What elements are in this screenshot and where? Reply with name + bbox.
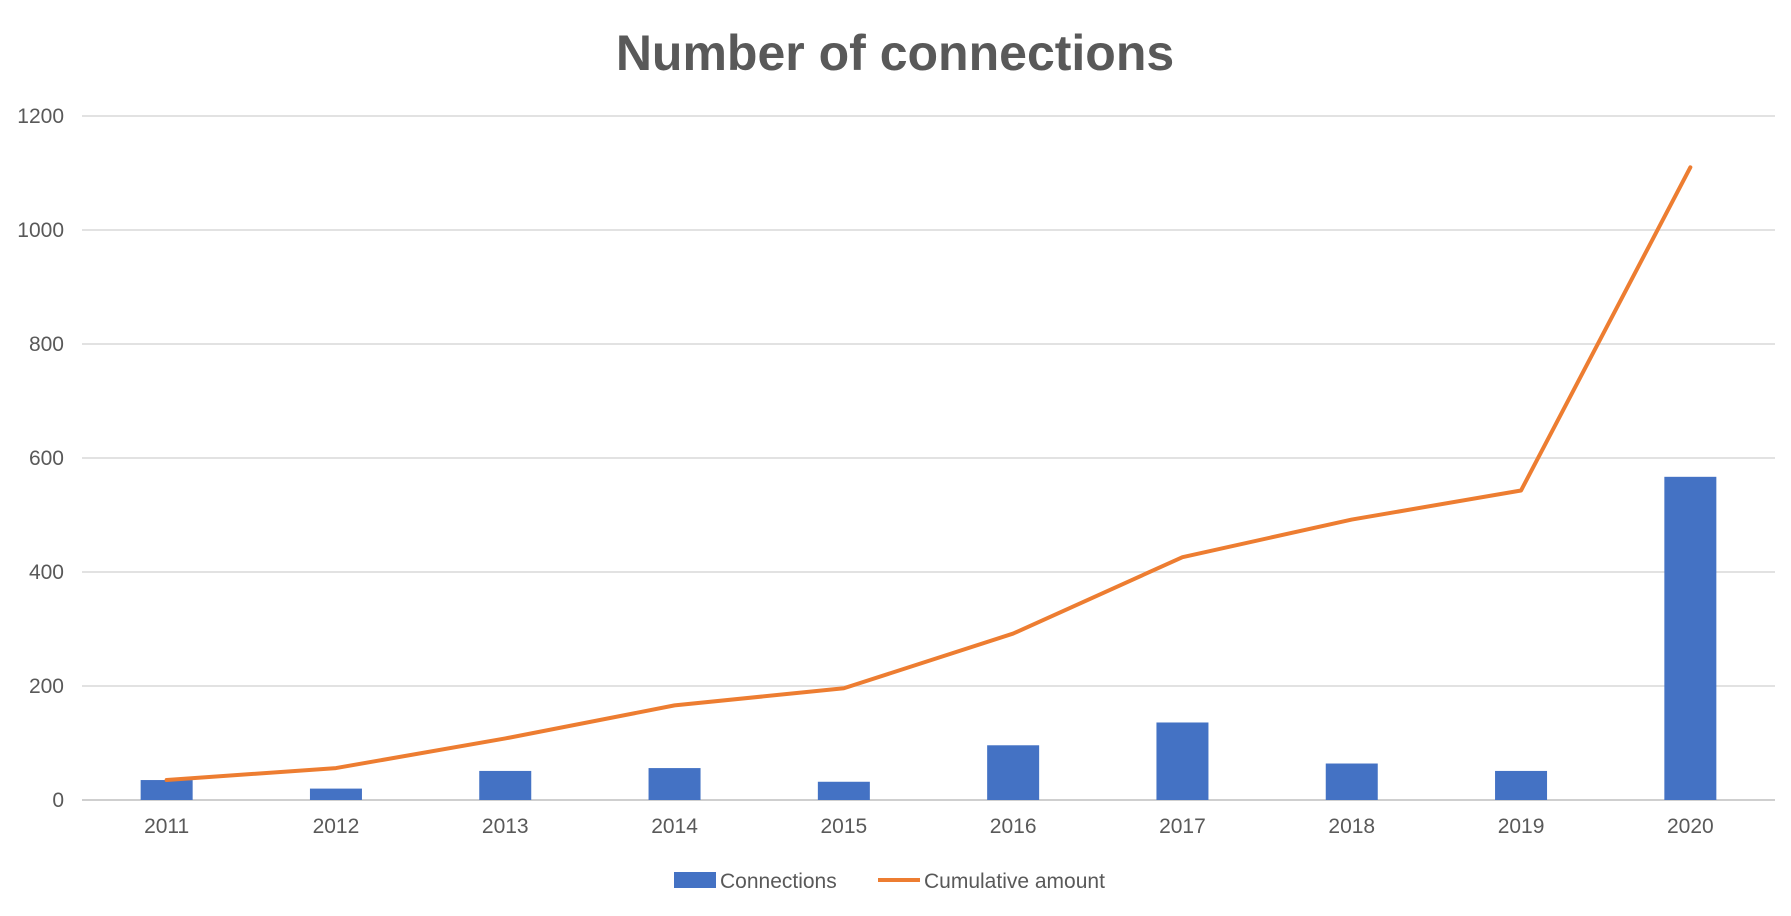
y-tick-label: 800 xyxy=(29,333,64,356)
y-tick-label: 200 xyxy=(29,675,64,698)
x-tick-label: 2014 xyxy=(651,815,698,838)
x-tick-label: 2013 xyxy=(482,815,529,838)
x-tick-label: 2016 xyxy=(990,815,1037,838)
x-tick-label: 2020 xyxy=(1667,815,1714,838)
bar-2020 xyxy=(1664,476,1717,800)
bar-2015 xyxy=(817,781,870,800)
x-tick-label: 2015 xyxy=(820,815,867,838)
y-tick-label: 1200 xyxy=(17,105,64,128)
gridlines xyxy=(82,115,1775,801)
bar-2011 xyxy=(140,780,193,800)
x-tick-label: 2017 xyxy=(1159,815,1206,838)
line-cumulative-amount xyxy=(164,165,1693,783)
bar-2016 xyxy=(987,745,1040,800)
bar-2018 xyxy=(1325,763,1378,800)
bar-2019 xyxy=(1495,770,1548,800)
bar-series-connections xyxy=(140,476,1717,800)
x-tick-label: 2012 xyxy=(313,815,360,838)
y-tick-label: 400 xyxy=(29,561,64,584)
x-tick-label: 2019 xyxy=(1498,815,1545,838)
y-axis-ticks: 0 200 400 600 800 1000 1200 xyxy=(17,105,64,812)
x-axis-ticks: 2011 2012 2013 2014 2015 2016 2017 2018 2019 2020 xyxy=(144,815,1714,838)
legend-label-cumulative-amount: Cumulative amount xyxy=(924,870,1105,893)
legend-swatch-connections xyxy=(674,872,716,888)
x-tick-label: 2011 xyxy=(144,815,189,838)
bar-2012 xyxy=(309,788,362,800)
y-tick-label: 600 xyxy=(29,447,64,470)
legend-label-connections: Connections xyxy=(720,870,837,893)
bar-2014 xyxy=(648,768,701,800)
line-series-cumulative-amount xyxy=(164,165,1693,783)
legend: Connections Cumulative amount xyxy=(674,870,1105,893)
y-tick-label: 1000 xyxy=(17,219,64,242)
x-tick-label: 2018 xyxy=(1328,815,1375,838)
bar-2013 xyxy=(479,770,532,800)
y-tick-label: 0 xyxy=(52,789,64,812)
chart-title: Number of connections xyxy=(616,25,1174,81)
bar-2017 xyxy=(1156,722,1209,800)
